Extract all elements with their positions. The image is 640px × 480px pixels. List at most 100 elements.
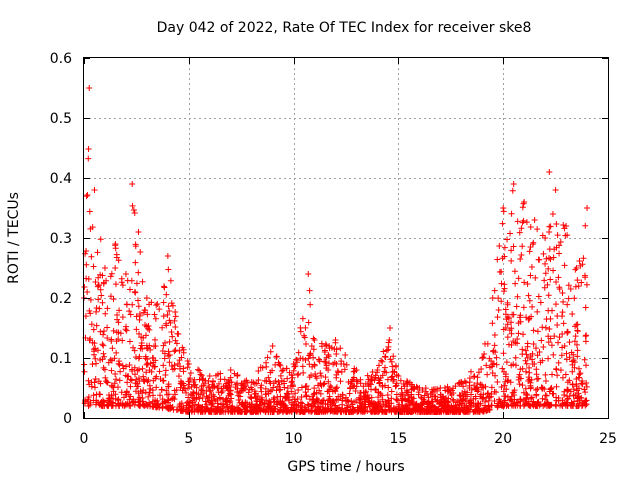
data-point bbox=[119, 362, 126, 369]
data-point bbox=[583, 281, 590, 288]
data-point bbox=[325, 351, 332, 358]
data-point bbox=[368, 375, 375, 382]
data-point bbox=[428, 386, 435, 393]
data-point bbox=[107, 293, 114, 300]
data-point-peak bbox=[129, 181, 136, 187]
data-point bbox=[238, 385, 245, 392]
data-point bbox=[252, 403, 259, 410]
y-tick-label: 0.2 bbox=[50, 291, 72, 307]
data-point bbox=[392, 363, 399, 370]
x-tick-label: 5 bbox=[184, 431, 193, 447]
data-point-peak bbox=[86, 85, 93, 91]
data-point bbox=[156, 368, 163, 375]
data-point bbox=[502, 373, 509, 380]
data-point-peak bbox=[437, 385, 444, 391]
data-point bbox=[508, 330, 515, 337]
data-point bbox=[349, 407, 356, 414]
data-point bbox=[525, 398, 532, 405]
data-point bbox=[335, 393, 342, 400]
data-point bbox=[305, 319, 312, 326]
data-point bbox=[199, 408, 206, 415]
data-point bbox=[582, 333, 589, 340]
data-point bbox=[284, 375, 291, 382]
data-point bbox=[359, 408, 366, 415]
data-point bbox=[194, 366, 201, 373]
data-point bbox=[352, 397, 359, 404]
data-point bbox=[464, 406, 471, 413]
data-point bbox=[514, 336, 521, 343]
data-point bbox=[577, 370, 584, 377]
data-point bbox=[542, 260, 549, 267]
data-point bbox=[554, 372, 561, 379]
data-point bbox=[333, 384, 340, 391]
data-point bbox=[110, 296, 117, 303]
data-point bbox=[266, 404, 273, 411]
data-point bbox=[512, 354, 519, 361]
data-point bbox=[434, 386, 441, 392]
data-point bbox=[245, 389, 252, 396]
data-point bbox=[157, 376, 164, 383]
data-point-peak bbox=[269, 343, 276, 349]
data-point bbox=[573, 341, 580, 348]
data-point bbox=[461, 402, 468, 409]
data-point bbox=[257, 384, 264, 391]
data-point bbox=[122, 326, 129, 333]
data-point bbox=[520, 331, 527, 338]
data-point bbox=[447, 390, 454, 397]
data-point bbox=[501, 253, 508, 260]
data-point bbox=[83, 275, 90, 282]
data-point bbox=[116, 377, 123, 384]
data-point bbox=[472, 395, 479, 402]
data-point bbox=[326, 386, 333, 393]
data-point bbox=[215, 380, 222, 387]
data-point bbox=[178, 380, 185, 387]
data-point bbox=[526, 248, 533, 255]
data-point bbox=[490, 347, 497, 354]
data-point bbox=[251, 380, 258, 387]
data-point bbox=[92, 279, 99, 286]
data-point bbox=[470, 409, 477, 415]
x-tick-label: 25 bbox=[599, 431, 617, 447]
data-point bbox=[520, 389, 527, 396]
data-point bbox=[559, 290, 566, 297]
data-point bbox=[575, 283, 582, 290]
data-point bbox=[151, 336, 158, 343]
data-point bbox=[106, 395, 113, 402]
data-point-peak bbox=[521, 199, 528, 205]
data-point bbox=[305, 386, 312, 393]
data-point bbox=[306, 361, 313, 368]
data-point bbox=[525, 316, 532, 323]
data-point bbox=[175, 373, 182, 380]
x-tick-label: 0 bbox=[80, 431, 89, 447]
data-point bbox=[404, 388, 411, 395]
data-point bbox=[505, 341, 512, 348]
data-point-peak bbox=[573, 265, 580, 271]
data-point bbox=[564, 301, 571, 308]
data-point bbox=[422, 385, 429, 392]
data-point bbox=[365, 398, 372, 405]
data-point bbox=[312, 408, 319, 415]
data-point bbox=[369, 368, 376, 375]
y-tick-label: 0.6 bbox=[50, 51, 72, 67]
data-point bbox=[579, 381, 586, 388]
data-point bbox=[523, 360, 530, 367]
data-point bbox=[466, 385, 473, 392]
data-point bbox=[146, 326, 153, 333]
data-point bbox=[567, 285, 574, 292]
data-point bbox=[456, 379, 463, 386]
data-point bbox=[128, 377, 135, 384]
data-point bbox=[319, 343, 326, 350]
data-point bbox=[461, 388, 468, 395]
data-point bbox=[539, 385, 546, 392]
data-point bbox=[517, 312, 524, 319]
data-point bbox=[87, 296, 94, 303]
data-point bbox=[539, 395, 546, 402]
data-point bbox=[541, 284, 548, 291]
data-point bbox=[217, 408, 224, 415]
data-point bbox=[134, 367, 141, 374]
data-point bbox=[95, 378, 102, 385]
data-point bbox=[161, 355, 168, 362]
data-point bbox=[113, 251, 120, 258]
data-point bbox=[545, 265, 552, 272]
data-point bbox=[334, 368, 341, 375]
